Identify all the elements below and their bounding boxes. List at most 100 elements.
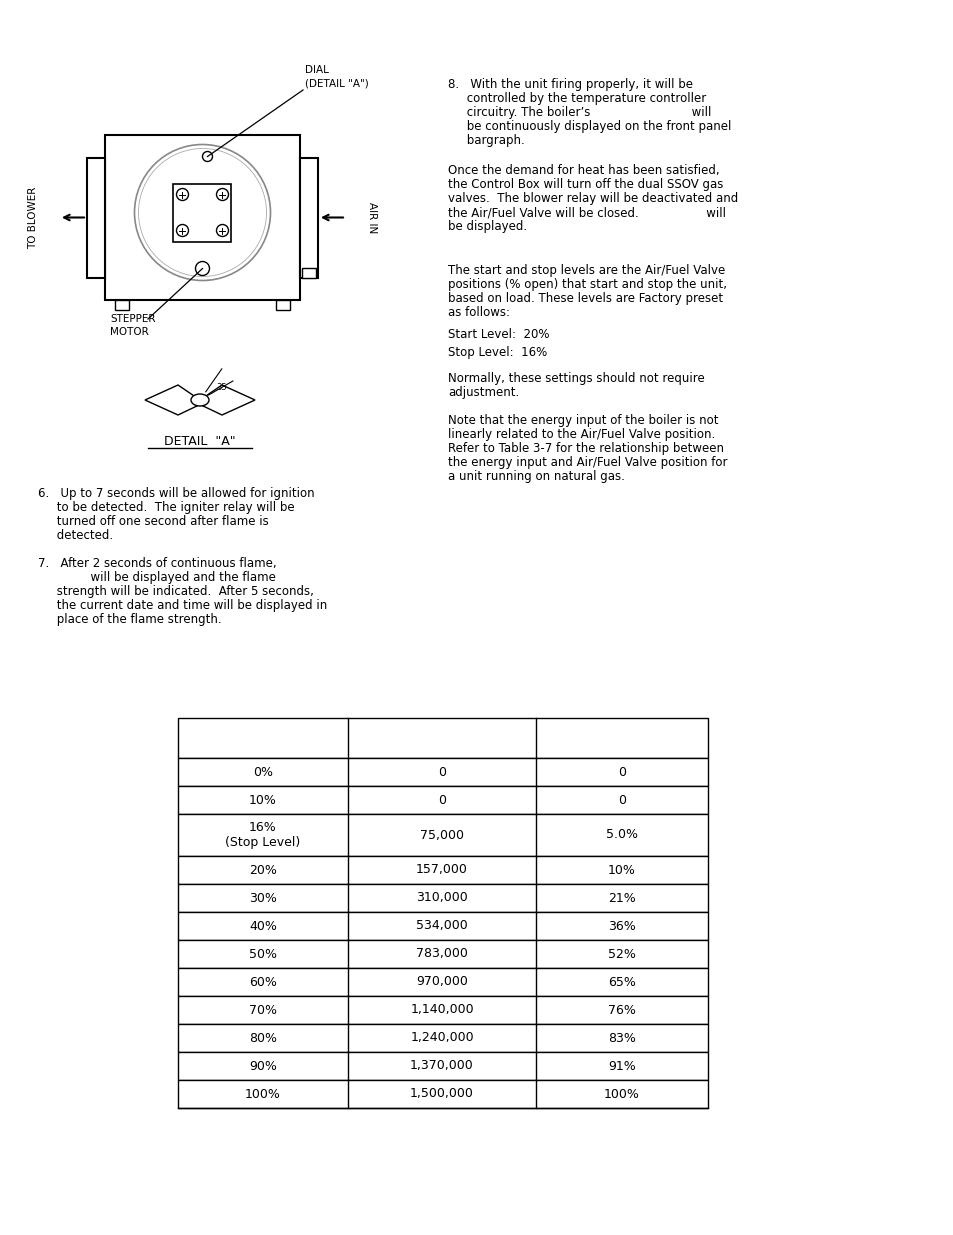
Bar <box>178 884 707 911</box>
Text: linearly related to the Air/Fuel Valve position.: linearly related to the Air/Fuel Valve p… <box>448 429 715 441</box>
Text: 6.   Up to 7 seconds will be allowed for ignition: 6. Up to 7 seconds will be allowed for i… <box>38 487 314 500</box>
Text: TO BLOWER: TO BLOWER <box>28 186 38 248</box>
Circle shape <box>176 189 189 200</box>
Text: 1,140,000: 1,140,000 <box>410 1004 474 1016</box>
Text: be continuously displayed on the front panel: be continuously displayed on the front p… <box>448 120 731 133</box>
Polygon shape <box>145 385 208 415</box>
Text: the Air/Fuel Valve will be closed.                  will: the Air/Fuel Valve will be closed. will <box>448 206 725 219</box>
Text: 0: 0 <box>618 794 625 806</box>
Text: DIAL
(DETAIL "A"): DIAL (DETAIL "A") <box>305 64 369 88</box>
Text: 30%: 30% <box>249 892 276 904</box>
Text: STEPPER
MOTOR: STEPPER MOTOR <box>110 314 155 337</box>
Circle shape <box>195 262 210 275</box>
Text: 50%: 50% <box>249 947 276 961</box>
Text: 0%: 0% <box>253 766 273 778</box>
Text: 10%: 10% <box>607 863 636 877</box>
Text: the Control Box will turn off the dual SSOV gas: the Control Box will turn off the dual S… <box>448 178 722 191</box>
Text: 16%
(Stop Level): 16% (Stop Level) <box>225 821 300 848</box>
Text: 52%: 52% <box>607 947 636 961</box>
Text: a unit running on natural gas.: a unit running on natural gas. <box>448 471 624 483</box>
Circle shape <box>216 225 229 236</box>
Text: AIR IN: AIR IN <box>367 201 376 233</box>
Text: 75,000: 75,000 <box>419 829 463 841</box>
Text: 35: 35 <box>216 384 227 393</box>
Bar <box>178 995 707 1024</box>
Text: 83%: 83% <box>607 1031 636 1045</box>
Text: turned off one second after flame is: turned off one second after flame is <box>38 515 269 529</box>
Text: be displayed.: be displayed. <box>448 220 527 233</box>
Text: controlled by the temperature controller: controlled by the temperature controller <box>448 91 705 105</box>
Text: 70%: 70% <box>249 1004 276 1016</box>
Bar <box>178 758 707 785</box>
Ellipse shape <box>191 394 209 406</box>
Text: 65%: 65% <box>607 976 636 988</box>
Text: 1,370,000: 1,370,000 <box>410 1060 474 1072</box>
Text: 36%: 36% <box>607 920 636 932</box>
Text: Start Level:  20%: Start Level: 20% <box>448 329 549 341</box>
Text: 91%: 91% <box>607 1060 636 1072</box>
Text: 10%: 10% <box>249 794 276 806</box>
Text: 40%: 40% <box>249 920 276 932</box>
Bar <box>87 158 105 278</box>
Text: Note that the energy input of the boiler is not: Note that the energy input of the boiler… <box>448 414 718 427</box>
Text: 0: 0 <box>437 766 446 778</box>
Text: The start and stop levels are the Air/Fuel Valve: The start and stop levels are the Air/Fu… <box>448 264 724 277</box>
Text: place of the flame strength.: place of the flame strength. <box>38 613 221 626</box>
Bar <box>275 300 290 310</box>
Bar <box>178 718 707 758</box>
Text: to be detected.  The igniter relay will be: to be detected. The igniter relay will b… <box>38 501 294 514</box>
Bar <box>178 911 707 940</box>
Bar <box>173 184 232 242</box>
Text: the current date and time will be displayed in: the current date and time will be displa… <box>38 599 327 613</box>
Text: circuitry. The boiler’s                           will: circuitry. The boiler’s will <box>448 106 711 119</box>
Text: 21%: 21% <box>607 892 636 904</box>
Circle shape <box>134 144 271 280</box>
Text: 5.0%: 5.0% <box>605 829 638 841</box>
Text: 90%: 90% <box>249 1060 276 1072</box>
Bar <box>178 1079 707 1108</box>
Text: Normally, these settings should not require: Normally, these settings should not requ… <box>448 372 704 385</box>
Bar <box>178 856 707 884</box>
Bar <box>178 785 707 814</box>
Text: based on load. These levels are Factory preset: based on load. These levels are Factory … <box>448 291 722 305</box>
Text: Refer to Table 3-7 for the relationship between: Refer to Table 3-7 for the relationship … <box>448 442 723 454</box>
Text: 20%: 20% <box>249 863 276 877</box>
Circle shape <box>202 152 213 162</box>
Text: 100%: 100% <box>603 1088 639 1100</box>
Circle shape <box>176 225 189 236</box>
Text: 157,000: 157,000 <box>416 863 468 877</box>
Text: 970,000: 970,000 <box>416 976 468 988</box>
Text: 310,000: 310,000 <box>416 892 467 904</box>
Bar <box>178 968 707 995</box>
Text: 534,000: 534,000 <box>416 920 467 932</box>
Text: 8.   With the unit firing properly, it will be: 8. With the unit firing properly, it wil… <box>448 78 692 91</box>
Text: 60%: 60% <box>249 976 276 988</box>
Text: 76%: 76% <box>607 1004 636 1016</box>
Bar <box>105 135 299 300</box>
Text: positions (% open) that start and stop the unit,: positions (% open) that start and stop t… <box>448 278 726 291</box>
Bar <box>178 1024 707 1052</box>
Text: as follows:: as follows: <box>448 306 510 319</box>
Text: 783,000: 783,000 <box>416 947 468 961</box>
Text: 1,500,000: 1,500,000 <box>410 1088 474 1100</box>
Text: 1,240,000: 1,240,000 <box>410 1031 474 1045</box>
Text: Once the demand for heat has been satisfied,: Once the demand for heat has been satisf… <box>448 164 719 177</box>
Text: adjustment.: adjustment. <box>448 387 518 399</box>
Text: 80%: 80% <box>249 1031 276 1045</box>
Bar <box>299 158 317 278</box>
Polygon shape <box>192 385 254 415</box>
Circle shape <box>216 189 229 200</box>
Text: 0: 0 <box>437 794 446 806</box>
Text: Stop Level:  16%: Stop Level: 16% <box>448 346 547 359</box>
Bar <box>178 940 707 968</box>
Text: 7.   After 2 seconds of continuous flame,: 7. After 2 seconds of continuous flame, <box>38 557 276 571</box>
Text: 100%: 100% <box>245 1088 280 1100</box>
Bar <box>178 1052 707 1079</box>
Bar <box>115 300 129 310</box>
Text: will be displayed and the flame: will be displayed and the flame <box>38 571 275 584</box>
Text: 0: 0 <box>618 766 625 778</box>
Text: DETAIL  "A": DETAIL "A" <box>164 435 235 448</box>
Text: bargraph.: bargraph. <box>448 135 524 147</box>
Text: detected.: detected. <box>38 529 113 542</box>
Bar <box>178 814 707 856</box>
